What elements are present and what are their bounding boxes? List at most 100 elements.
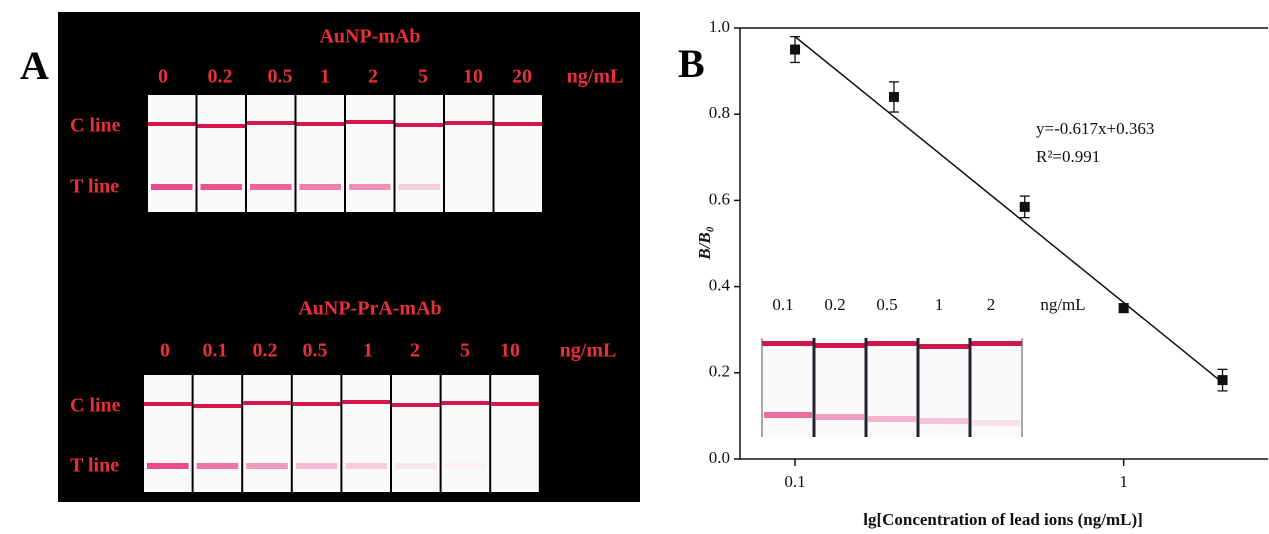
strip	[445, 95, 493, 212]
concentration-label: 10	[500, 340, 520, 362]
x-tick-label: 0.1	[784, 472, 805, 491]
inset-t-line	[972, 420, 1020, 426]
c-line	[445, 121, 493, 125]
c-line	[197, 124, 245, 128]
t-line	[151, 184, 193, 190]
strip	[197, 95, 245, 212]
t-line-label: T line	[70, 455, 119, 477]
t-line	[200, 184, 242, 190]
inset-label: 2	[987, 295, 996, 314]
y-tick-label: 1.0	[709, 17, 730, 36]
inset-label: 0.5	[876, 295, 897, 314]
c-line	[243, 401, 291, 405]
strip	[243, 375, 291, 492]
c-line-label: C line	[70, 395, 121, 417]
c-line	[342, 400, 390, 404]
data-point	[1019, 201, 1030, 212]
inset-t-line	[816, 414, 864, 420]
concentration-label: 2	[368, 66, 378, 88]
unit-label: ng/mL	[560, 340, 617, 362]
strip	[148, 95, 196, 212]
strip	[346, 95, 394, 212]
t-line-label: T line	[70, 176, 119, 198]
inset-label: 0.2	[824, 295, 845, 314]
panel-label: B	[678, 41, 705, 86]
inset-strip	[970, 338, 1022, 437]
data-point	[1118, 303, 1129, 314]
y-tick-label: 0.8	[709, 103, 730, 122]
c-line	[346, 120, 394, 124]
concentration-label: 5	[460, 340, 470, 362]
y-axis-label: B/B₀	[695, 226, 714, 260]
y-tick-label: 0.0	[709, 448, 730, 467]
c-line	[292, 402, 341, 406]
fit-line	[794, 36, 1224, 384]
t-line	[295, 463, 338, 469]
y-tick-label: 0.6	[709, 189, 730, 208]
t-line	[246, 463, 288, 469]
strip	[342, 375, 390, 492]
c-line	[296, 122, 344, 126]
t-line	[345, 463, 387, 469]
data-point	[888, 91, 899, 102]
strip	[392, 375, 440, 492]
inset-c-line	[918, 344, 970, 349]
concentration-label: 0.2	[253, 340, 278, 362]
inset-strip	[762, 338, 814, 437]
strip	[441, 375, 490, 492]
strip	[193, 375, 242, 492]
c-line	[144, 402, 192, 406]
t-line	[395, 463, 437, 469]
strip	[494, 95, 542, 212]
t-line	[196, 463, 239, 469]
concentration-label: 20	[512, 66, 532, 88]
unit-label: ng/mL	[567, 66, 624, 88]
strip	[144, 375, 192, 492]
c-line	[441, 401, 490, 405]
strip	[491, 375, 539, 492]
concentration-label: 0.1	[203, 340, 228, 362]
c-line	[494, 122, 542, 126]
inset-t-line	[764, 412, 812, 418]
x-tick-label: 1	[1119, 472, 1128, 491]
t-line	[299, 184, 341, 190]
data-point	[790, 44, 801, 55]
t-line	[398, 184, 440, 190]
inset-label: 0.1	[772, 295, 793, 314]
t-line	[444, 463, 487, 469]
inset-unit: ng/mL	[1040, 295, 1085, 314]
inset-t-line	[920, 418, 968, 424]
annotation: y=-0.617x+0.363	[1036, 119, 1154, 138]
inset-c-line	[866, 341, 918, 346]
concentration-label: 1	[363, 340, 373, 362]
group-title: AuNP-mAb	[319, 26, 420, 48]
concentration-label: 1	[320, 66, 330, 88]
inset-strip	[918, 338, 970, 437]
concentration-label: 0.5	[303, 340, 328, 362]
inset-c-line	[762, 341, 814, 346]
concentration-label: 0.5	[268, 66, 293, 88]
c-line	[247, 121, 295, 125]
x-axis-label: lg[Concentration of lead ions (ng/mL)]	[863, 510, 1143, 529]
strip	[292, 375, 341, 492]
inset-c-line	[814, 343, 866, 348]
c-line	[491, 402, 539, 406]
inset-strip	[866, 338, 918, 437]
inset-t-line	[868, 416, 916, 422]
inset-c-line	[970, 341, 1022, 346]
c-line	[392, 403, 440, 407]
group-title: AuNP-PrA-mAb	[298, 298, 441, 320]
inset-label: 1	[935, 295, 944, 314]
c-line	[395, 123, 443, 127]
concentration-label: 0	[158, 66, 168, 88]
y-tick-label: 0.4	[709, 276, 731, 295]
strip	[296, 95, 344, 212]
t-line	[349, 184, 391, 190]
strip	[395, 95, 443, 212]
c-line	[148, 122, 196, 126]
t-line	[250, 184, 292, 190]
c-line	[193, 404, 242, 408]
strip	[247, 95, 295, 212]
t-line	[147, 463, 189, 469]
